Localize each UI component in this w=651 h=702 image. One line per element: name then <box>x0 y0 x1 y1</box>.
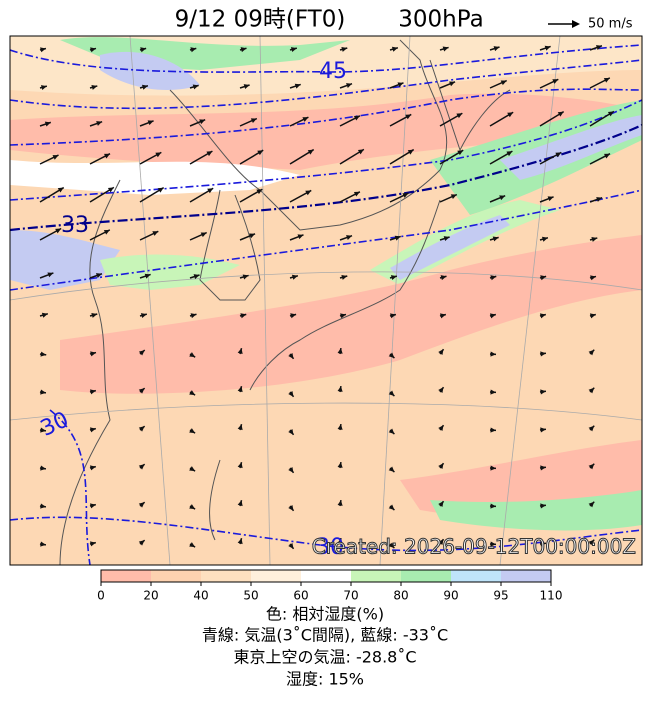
colorbar-tick-label: 80 <box>393 589 408 603</box>
colorbar-segment <box>251 570 301 582</box>
caption: 東京上空の気温: -28.8˚C <box>233 648 416 667</box>
vector-legend: 50 m/s <box>588 17 633 32</box>
colorbar-tick-label: 70 <box>343 589 358 603</box>
colorbar-tick-label: 0 <box>97 589 105 603</box>
colorbar-tick-label: 95 <box>493 589 508 603</box>
colorbar-segment <box>451 570 501 582</box>
title: 9/12 09時(FT0) <box>175 7 346 33</box>
caption: 色: 相対湿度(%) <box>266 605 384 624</box>
colorbar-tick-label: 40 <box>193 589 208 603</box>
level: 300hPa <box>398 7 483 33</box>
legend-arrow-head <box>572 20 580 28</box>
colorbar-segment <box>101 570 151 582</box>
colorbar-segment <box>351 570 401 582</box>
caption: 湿度: 15% <box>286 670 364 689</box>
caption: 青線: 気温(3˚C間隔), 藍線: -33˚C <box>202 626 448 645</box>
contour-label: 45 <box>319 59 347 84</box>
colorbar-tick-label: 90 <box>443 589 458 603</box>
colorbar-segment <box>301 570 351 582</box>
colorbar: 0 20 40 50 60 70 80 90 95 110 <box>97 570 562 603</box>
colorbar-segment <box>501 570 551 582</box>
colorbar-segment <box>151 570 201 582</box>
colorbar-segment <box>201 570 251 582</box>
colorbar-tick-label: 50 <box>243 589 258 603</box>
created-stamp: Created: 2026-09-12T00:00:00Z <box>312 535 636 559</box>
map: 45 33 30 30 Created: 2026-09-12T00:00:00… <box>10 36 642 565</box>
colorbar-tick-label: 110 <box>540 589 563 603</box>
colorbar-tick-label: 20 <box>143 589 158 603</box>
colorbar-segment <box>401 570 451 582</box>
colorbar-tick-label: 60 <box>293 589 308 603</box>
contour-label: 33 <box>61 213 89 238</box>
